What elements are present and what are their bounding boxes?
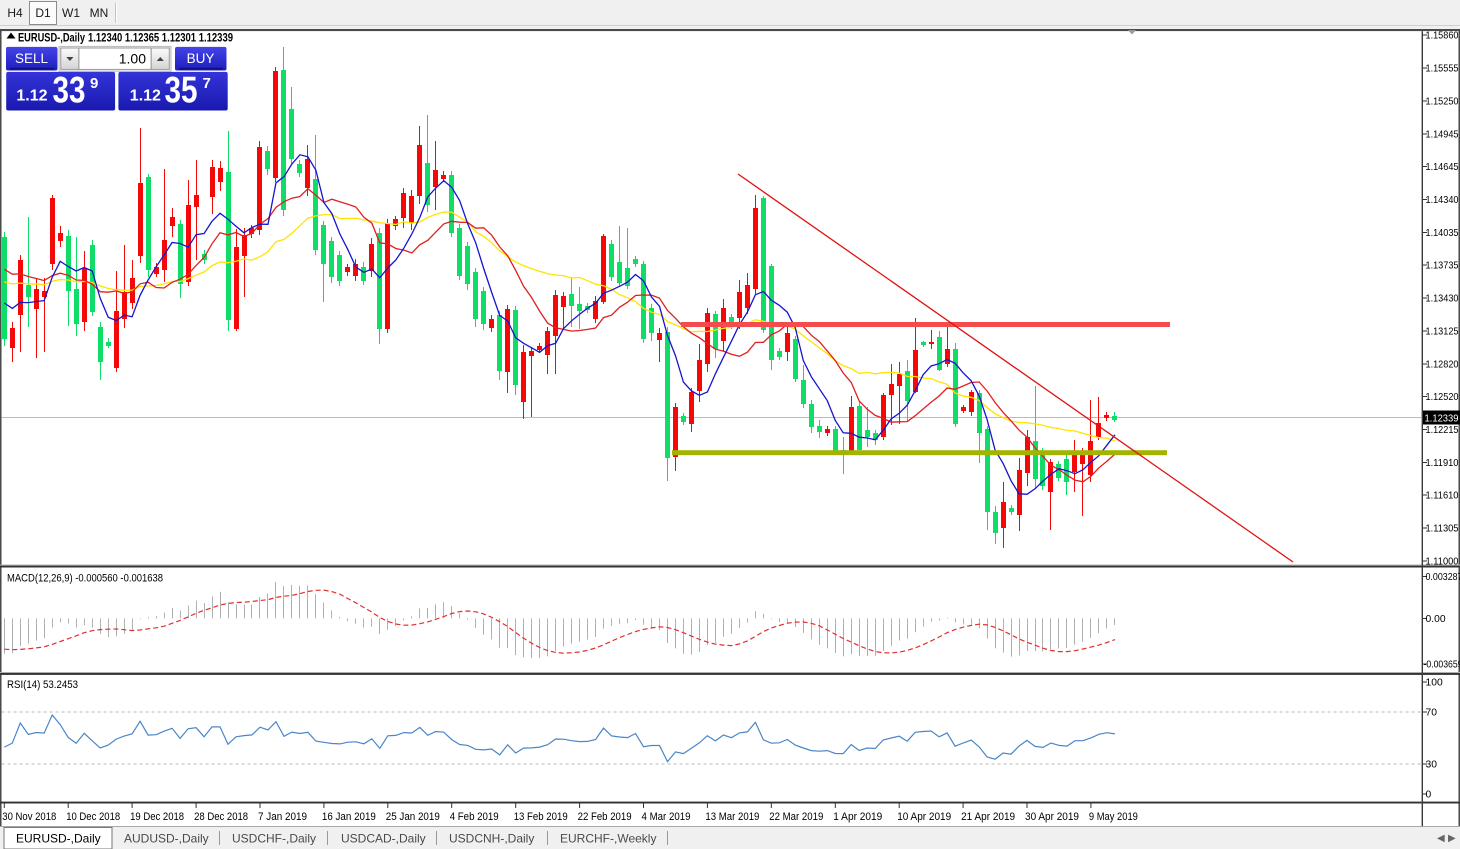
- svg-text:H4: H4: [7, 6, 23, 20]
- svg-text:1.13125: 1.13125: [1426, 327, 1459, 338]
- svg-text:AUDUSD-,Daily: AUDUSD-,Daily: [124, 832, 209, 846]
- svg-text:1 Apr 2019: 1 Apr 2019: [833, 811, 882, 823]
- svg-text:1.13735: 1.13735: [1426, 261, 1459, 272]
- svg-text:1.12340 1.12365 1.12301 1.1233: 1.12340 1.12365 1.12301 1.12339: [88, 33, 233, 45]
- svg-text:W1: W1: [62, 6, 80, 20]
- svg-text:30 Apr 2019: 30 Apr 2019: [1025, 811, 1079, 823]
- svg-text:28 Dec 2018: 28 Dec 2018: [194, 811, 248, 823]
- svg-text:1.15555: 1.15555: [1426, 64, 1459, 75]
- svg-text:22 Mar 2019: 22 Mar 2019: [769, 811, 823, 823]
- svg-text:0.00: 0.00: [1426, 614, 1446, 625]
- svg-text:SELL: SELL: [15, 51, 49, 66]
- svg-text:1.12: 1.12: [16, 88, 47, 105]
- svg-text:1.13430: 1.13430: [1426, 294, 1459, 305]
- svg-text:1.12820: 1.12820: [1426, 360, 1459, 371]
- svg-text:30: 30: [1426, 760, 1438, 771]
- svg-text:1.15250: 1.15250: [1426, 97, 1459, 108]
- svg-text:7 Jan 2019: 7 Jan 2019: [258, 811, 307, 823]
- svg-text:33: 33: [53, 70, 86, 111]
- svg-text:30 Nov 2018: 30 Nov 2018: [2, 811, 56, 823]
- svg-text:1.14340: 1.14340: [1426, 195, 1459, 206]
- svg-text:35: 35: [165, 70, 198, 111]
- svg-text:10 Apr 2019: 10 Apr 2019: [897, 811, 951, 823]
- svg-text:RSI(14) 53.2453: RSI(14) 53.2453: [7, 679, 78, 691]
- svg-text:19 Dec 2018: 19 Dec 2018: [130, 811, 184, 823]
- svg-text:1.14035: 1.14035: [1426, 228, 1459, 239]
- svg-text:13 Mar 2019: 13 Mar 2019: [705, 811, 759, 823]
- svg-text:◀: ◀: [1437, 833, 1445, 844]
- svg-text:1.12339: 1.12339: [1425, 413, 1459, 424]
- svg-text:100: 100: [1426, 678, 1443, 689]
- svg-text:22 Feb 2019: 22 Feb 2019: [578, 811, 632, 823]
- svg-text:BUY: BUY: [187, 51, 215, 66]
- svg-text:1.14645: 1.14645: [1426, 162, 1459, 173]
- svg-text:USDCNH-,Daily: USDCNH-,Daily: [449, 832, 534, 846]
- svg-text:16 Jan 2019: 16 Jan 2019: [322, 811, 376, 823]
- svg-text:1.15860: 1.15860: [1426, 31, 1459, 42]
- svg-text:1.11910: 1.11910: [1426, 458, 1459, 469]
- svg-text:21 Apr 2019: 21 Apr 2019: [961, 811, 1015, 823]
- svg-text:EURCHF-,Weekly: EURCHF-,Weekly: [560, 832, 656, 846]
- svg-text:USDCAD-,Daily: USDCAD-,Daily: [341, 832, 426, 846]
- svg-text:1.11305: 1.11305: [1426, 524, 1459, 535]
- svg-text:9 May 2019: 9 May 2019: [1089, 811, 1138, 823]
- svg-text:0: 0: [1426, 790, 1432, 801]
- svg-text:0.003287: 0.003287: [1426, 572, 1460, 583]
- svg-text:1.12520: 1.12520: [1426, 392, 1459, 403]
- svg-text:EURUSD-,Daily: EURUSD-,Daily: [16, 832, 101, 846]
- svg-text:1.12215: 1.12215: [1426, 425, 1459, 436]
- svg-text:1.00: 1.00: [119, 51, 146, 67]
- svg-text:70: 70: [1426, 708, 1438, 719]
- svg-text:4 Mar 2019: 4 Mar 2019: [642, 811, 691, 823]
- svg-text:1.11610: 1.11610: [1426, 491, 1459, 502]
- svg-text:▶: ▶: [1448, 833, 1456, 844]
- svg-text:D1: D1: [35, 6, 51, 20]
- svg-text:4 Feb 2019: 4 Feb 2019: [450, 811, 499, 823]
- svg-text:EURUSD-,Daily: EURUSD-,Daily: [18, 33, 85, 45]
- svg-text:9: 9: [90, 75, 98, 92]
- svg-text:1.11000: 1.11000: [1426, 557, 1459, 568]
- svg-text:1.14945: 1.14945: [1426, 130, 1459, 141]
- svg-text:-0.003659: -0.003659: [1424, 660, 1460, 671]
- svg-text:MN: MN: [90, 6, 109, 20]
- svg-text:10 Dec 2018: 10 Dec 2018: [66, 811, 120, 823]
- svg-text:7: 7: [203, 75, 211, 92]
- svg-text:25 Jan 2019: 25 Jan 2019: [386, 811, 440, 823]
- svg-text:MACD(12,26,9) -0.000560 -0.001: MACD(12,26,9) -0.000560 -0.001638: [7, 573, 163, 585]
- svg-text:13 Feb 2019: 13 Feb 2019: [514, 811, 568, 823]
- svg-text:USDCHF-,Daily: USDCHF-,Daily: [232, 832, 316, 846]
- svg-text:1.12: 1.12: [130, 88, 161, 105]
